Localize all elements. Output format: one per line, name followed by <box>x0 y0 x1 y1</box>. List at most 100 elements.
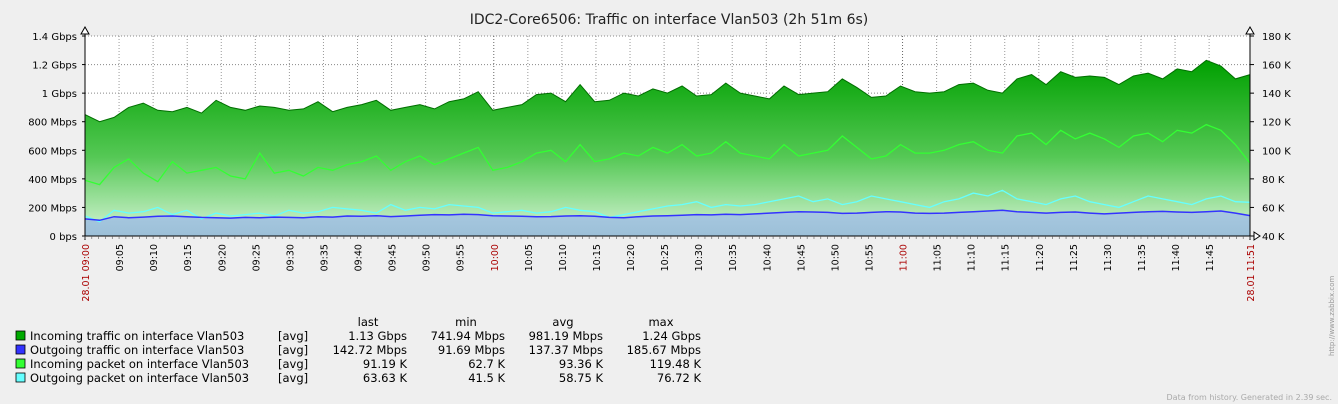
x-tick: 10:55 <box>864 244 875 271</box>
y-left-tick: 200 Mbps <box>28 203 77 214</box>
x-tick: 10:05 <box>524 244 535 271</box>
legend-func: [avg] <box>278 329 308 343</box>
x-tick-labels: 09:05 09:10 09:15 09:20 09:25 09:30 09:35 09:40… <box>81 236 1257 302</box>
legend: last min avg max Incoming traffic on interfa… <box>15 315 702 385</box>
x-tick: 10:35 <box>728 244 739 271</box>
x-tick: 11:40 <box>1171 244 1182 271</box>
outgoing-traffic-line <box>84 209 1251 222</box>
y-left-tick: 0 bps <box>50 232 77 243</box>
legend-avg: 137.37 Mbps <box>529 343 603 357</box>
y-left-tick: 800 Mbps <box>28 118 77 129</box>
x-tick: 10:40 <box>762 244 773 271</box>
outgoing-traffic-area <box>85 210 1250 236</box>
x-tick: 09:05 <box>115 244 126 271</box>
legend-last: 1.13 Gbps <box>348 329 407 343</box>
x-tick-edge: 28.01 09:00 <box>81 244 92 302</box>
legend-avg: 58.75 K <box>559 371 604 385</box>
y-left-tick: 600 Mbps <box>28 146 77 157</box>
x-tick: 11:35 <box>1137 244 1148 271</box>
series-lines <box>84 59 1251 223</box>
x-tick-edge: 28.01 11:51 <box>1246 244 1257 302</box>
y-left-tick-labels: 0 bps 200 Mbps 400 Mbps 600 Mbps 800 Mbps 1 G… <box>28 32 85 243</box>
legend-swatch <box>15 358 26 369</box>
legend-last: 142.72 Mbps <box>333 343 407 357</box>
x-tick: 09:45 <box>388 244 399 271</box>
legend-last: 63.63 K <box>363 371 408 385</box>
y-right-tick: 100 K <box>1262 146 1291 157</box>
legend-func: [avg] <box>278 371 308 385</box>
legend-header: max <box>648 315 673 329</box>
x-tick: 11:00 <box>899 244 910 271</box>
legend-min: 91.69 Mbps <box>438 343 505 357</box>
legend-func: [avg] <box>278 357 308 371</box>
legend-header: last <box>358 315 379 329</box>
legend-avg: 93.36 K <box>559 357 604 371</box>
x-tick: 09:20 <box>217 244 228 271</box>
left-axis-arrow-icon <box>80 25 90 35</box>
x-tick: 11:25 <box>1069 244 1080 271</box>
x-tick: 09:25 <box>251 244 262 271</box>
y-left-tick: 400 Mbps <box>28 175 77 186</box>
x-tick: 10:15 <box>592 244 603 271</box>
x-tick: 09:10 <box>149 244 160 271</box>
y-right-tick: 40 K <box>1262 232 1285 243</box>
x-tick: 09:50 <box>422 244 433 271</box>
x-tick: 09:40 <box>354 244 365 271</box>
x-tick: 10:45 <box>796 244 807 271</box>
incoming-packet-line <box>84 123 1251 186</box>
legend-header: min <box>455 315 477 329</box>
legend-max: 119.48 K <box>650 357 702 371</box>
x-tick: 10:00 <box>490 244 501 271</box>
incoming-traffic-area <box>85 60 1250 236</box>
x-axis-arrow-icon <box>1253 231 1261 241</box>
series-areas <box>85 60 1250 236</box>
x-tick: 10:50 <box>830 244 841 271</box>
x-tick: 09:15 <box>183 244 194 271</box>
x-tick: 11:45 <box>1205 244 1216 271</box>
y-right-tick: 180 K <box>1262 32 1291 43</box>
legend-avg: 981.19 Mbps <box>529 329 603 343</box>
legend-func: [avg] <box>278 343 308 357</box>
x-tick: 10:10 <box>558 244 569 271</box>
outgoing-packet-line <box>84 189 1251 223</box>
y-right-tick-labels: 40 K 60 K 80 K 100 K 120 K 140 K 160 K 180 K <box>1250 32 1291 243</box>
x-tick: 11:10 <box>967 244 978 271</box>
y-left-tick: 1.4 Gbps <box>32 32 77 43</box>
x-tick: 11:15 <box>1001 244 1012 271</box>
legend-series-name: Incoming traffic on interface Vlan503 <box>30 329 244 343</box>
legend-max: 1.24 Gbps <box>642 329 701 343</box>
y-right-tick: 160 K <box>1262 61 1291 72</box>
legend-header: avg <box>552 315 573 329</box>
chart-title: IDC2-Core6506: Traffic on interface Vlan… <box>470 12 868 28</box>
x-tick: 11:20 <box>1035 244 1046 271</box>
legend-series-name: Outgoing packet on interface Vlan503 <box>30 371 249 385</box>
x-tick: 11:30 <box>1103 244 1114 271</box>
right-axis-arrow-icon <box>1245 25 1255 35</box>
y-right-tick: 80 K <box>1262 175 1285 186</box>
x-tick: 09:30 <box>285 244 296 271</box>
x-tick: 11:05 <box>933 244 944 271</box>
legend-series-name: Incoming packet on interface Vlan503 <box>30 357 249 371</box>
legend-swatch <box>15 372 26 383</box>
legend-min: 741.94 Mbps <box>431 329 505 343</box>
x-tick: 09:55 <box>456 244 467 271</box>
x-tick: 10:25 <box>660 244 671 271</box>
legend-swatch <box>15 344 26 355</box>
y-left-tick: 1 Gbps <box>42 89 77 100</box>
y-right-tick: 60 K <box>1262 203 1285 214</box>
zabbix-watermark: http://www.zabbix.com <box>1328 276 1336 356</box>
x-tick: 09:35 <box>319 244 330 271</box>
y-right-tick: 120 K <box>1262 118 1291 129</box>
legend-min: 41.5 K <box>468 371 505 385</box>
legend-max: 76.72 K <box>657 371 702 385</box>
y-right-tick: 140 K <box>1262 89 1291 100</box>
y-left-tick: 1.2 Gbps <box>32 61 77 72</box>
legend-series-name: Outgoing traffic on interface Vlan503 <box>30 343 244 357</box>
x-tick: 10:20 <box>626 244 637 271</box>
x-tick: 10:30 <box>694 244 705 271</box>
legend-last: 91.19 K <box>363 357 408 371</box>
legend-swatch <box>15 330 26 341</box>
legend-max: 185.67 Mbps <box>627 343 701 357</box>
incoming-traffic-edge <box>84 59 1251 123</box>
